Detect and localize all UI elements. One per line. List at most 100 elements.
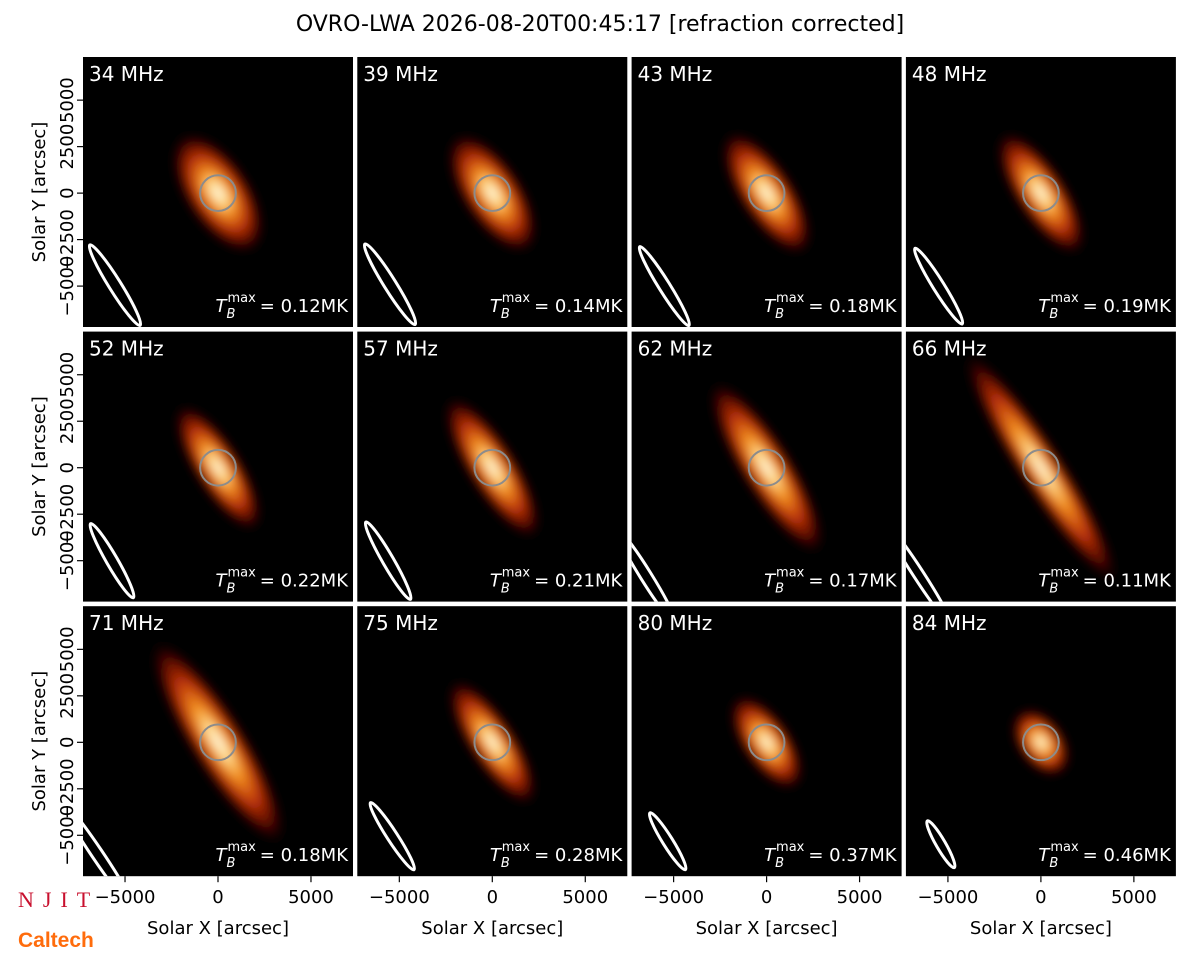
tb-sup: max — [502, 566, 531, 581]
frequency-label: 48 MHz — [912, 62, 987, 86]
panel-content — [925, 707, 1071, 870]
solar-limb — [473, 723, 512, 762]
tb-sub: B — [1049, 856, 1058, 871]
tb-sub: B — [775, 856, 784, 871]
x-tick-label: 5000 — [288, 887, 334, 908]
x-axis-label: Solar X [arcsec] — [970, 918, 1112, 939]
source-emission — [443, 395, 542, 540]
tb-sub: B — [227, 582, 236, 597]
tb-symbol: T — [764, 571, 777, 592]
source-emission — [720, 130, 813, 256]
tb-sup: max — [227, 566, 256, 581]
beam — [368, 801, 416, 872]
y-axis-label: Solar Y [arcsec] — [29, 122, 50, 263]
x-tick-label: 0 — [212, 887, 223, 908]
beam — [88, 522, 136, 600]
y-tick-label: −5000 — [57, 805, 78, 866]
tb-value: = 0.17MK — [808, 571, 897, 592]
panel-content — [631, 379, 826, 602]
x-tick-label: −5000 — [95, 887, 156, 908]
source-emission — [962, 350, 1120, 586]
tb-symbol: T — [490, 845, 503, 866]
frequency-label: 57 MHz — [363, 337, 438, 361]
y-axis-label: Solar Y [arcsec] — [29, 671, 50, 812]
source-emission — [708, 379, 826, 556]
logo-caltech: Caltech — [18, 929, 94, 952]
source-emission — [729, 693, 805, 791]
x-tick-label: 5000 — [562, 887, 608, 908]
source-emission — [149, 638, 287, 846]
beam — [362, 242, 418, 327]
tb-value: = 0.19MK — [1083, 296, 1172, 317]
panel-content — [637, 130, 813, 327]
tb-sup: max — [776, 840, 805, 855]
beam — [925, 819, 957, 870]
x-tick-label: −5000 — [643, 887, 704, 908]
tb-sup: max — [502, 840, 531, 855]
y-tick-label: −5000 — [57, 256, 78, 317]
tb-sup: max — [776, 291, 805, 306]
tb-sub: B — [227, 856, 236, 871]
tb-symbol: T — [764, 296, 777, 317]
y-tick-label: 0 — [57, 737, 78, 748]
x-tick-label: −5000 — [369, 887, 430, 908]
tb-symbol: T — [1038, 571, 1051, 592]
tb-max-label: TBmax = 0.37MK — [764, 840, 898, 871]
panel: 80 MHz TBmax = 0.37MK −5000 0 5000 Solar X [ar… — [631, 606, 902, 939]
y-tick-label: −2500 — [57, 484, 78, 545]
source-emission — [995, 130, 1087, 256]
beam — [363, 520, 413, 601]
x-axis-label: Solar X [arcsec] — [147, 918, 289, 939]
beam — [647, 811, 688, 872]
tb-sup: max — [1050, 840, 1079, 855]
frequency-label: 75 MHz — [363, 611, 438, 635]
tb-value: = 0.28MK — [534, 845, 623, 866]
y-tick-label: −2500 — [57, 209, 78, 270]
tb-sup: max — [502, 291, 531, 306]
tb-max-label: TBmax = 0.17MK — [764, 566, 898, 597]
source-emission — [173, 403, 263, 533]
source-emission — [446, 132, 539, 254]
tb-symbol: T — [1038, 296, 1051, 317]
panel-content — [368, 678, 538, 872]
tb-sub: B — [775, 582, 784, 597]
frequency-label: 34 MHz — [89, 62, 164, 86]
tb-symbol: T — [490, 296, 503, 317]
tb-value: = 0.12MK — [260, 296, 349, 317]
beam — [631, 526, 678, 602]
panel: 43 MHz TBmax = 0.18MK — [631, 57, 902, 327]
panel: 71 MHz TBmax = 0.18MK −5000 0 5000 Solar X [ar… — [29, 606, 353, 939]
y-tick-label: 5000 — [57, 352, 78, 398]
frequency-label: 71 MHz — [89, 611, 164, 635]
tb-max-label: TBmax = 0.18MK — [764, 291, 898, 322]
panel: 66 MHz TBmax = 0.11MK — [905, 331, 1176, 602]
panel: 48 MHz TBmax = 0.19MK — [905, 57, 1176, 327]
tb-sup: max — [227, 840, 256, 855]
source-emission — [1011, 707, 1071, 778]
tb-value: = 0.21MK — [534, 571, 623, 592]
panel-content — [905, 350, 1120, 602]
tb-sub: B — [501, 856, 510, 871]
beam — [83, 798, 136, 877]
tb-max-label: TBmax = 0.21MK — [490, 566, 624, 597]
tb-value: = 0.46MK — [1083, 845, 1172, 866]
panel: 62 MHz TBmax = 0.17MK — [631, 331, 902, 602]
beam — [87, 243, 143, 327]
tb-sub: B — [775, 307, 784, 322]
x-tick-label: 0 — [761, 887, 772, 908]
solar-limb — [473, 174, 512, 212]
tb-max-label: TBmax = 0.19MK — [1038, 291, 1172, 322]
x-tick-label: 0 — [1035, 887, 1046, 908]
solar-limb — [473, 448, 512, 487]
solar-limb — [1022, 448, 1060, 487]
source-emission — [446, 678, 538, 807]
tb-value: = 0.37MK — [808, 845, 897, 866]
x-tick-label: 5000 — [1111, 887, 1157, 908]
tb-value: = 0.22MK — [260, 571, 349, 592]
y-tick-label: 2500 — [57, 673, 78, 719]
y-tick-label: 5000 — [57, 626, 78, 672]
y-tick-label: 5000 — [57, 77, 78, 123]
